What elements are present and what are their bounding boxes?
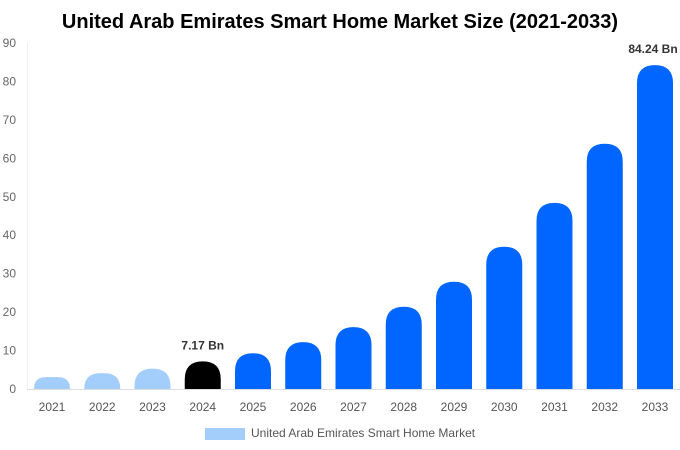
bar-2021[interactable]: [34, 377, 70, 389]
y-tick-label: 20: [3, 305, 17, 319]
x-tick-label: 2021: [39, 400, 66, 414]
bar-2029[interactable]: [436, 281, 472, 389]
x-tick-label: 2032: [591, 400, 618, 414]
x-tick-label: 2025: [240, 400, 267, 414]
bar-2031[interactable]: [536, 202, 573, 389]
x-tick-label: 2033: [642, 400, 669, 414]
x-tick-label: 2027: [340, 400, 367, 414]
y-tick-label: 10: [3, 344, 17, 358]
x-tick-label: 2026: [290, 400, 317, 414]
bar-2032[interactable]: [586, 143, 623, 389]
y-tick-label: 30: [3, 267, 17, 281]
x-tick-label: 2023: [139, 400, 166, 414]
data-label: 7.17 Bn: [181, 338, 224, 352]
x-tick-label: 2030: [491, 400, 518, 414]
legend-label: United Arab Emirates Smart Home Market: [251, 426, 476, 440]
y-tick-label: 60: [3, 151, 17, 165]
y-tick-label: 40: [3, 228, 17, 242]
bar-2027[interactable]: [335, 327, 372, 389]
x-tick-label: 2031: [541, 400, 568, 414]
y-tick-label: 80: [3, 74, 17, 88]
x-tick-label: 2022: [89, 400, 116, 414]
bar-2030[interactable]: [486, 246, 523, 389]
x-tick-label: 2028: [390, 400, 417, 414]
x-tick-label: 2024: [189, 400, 216, 414]
bar-2024[interactable]: [184, 361, 221, 389]
bar-2028[interactable]: [385, 306, 422, 389]
y-tick-label: 90: [3, 36, 17, 50]
y-tick-label: 0: [9, 382, 16, 396]
y-tick-label: 70: [3, 113, 17, 127]
bar-2023[interactable]: [134, 368, 171, 389]
bar-2022[interactable]: [84, 373, 121, 389]
legend[interactable]: United Arab Emirates Smart Home Market: [205, 426, 476, 440]
y-tick-label: 50: [3, 190, 17, 204]
chart-title: United Arab Emirates Smart Home Market S…: [62, 11, 618, 33]
legend-swatch: [205, 428, 245, 440]
bar-2025[interactable]: [235, 353, 271, 389]
bar-2026[interactable]: [285, 342, 322, 389]
data-label: 84.24 Bn: [628, 42, 677, 56]
bar-2033[interactable]: [637, 65, 673, 390]
x-tick-label: 2029: [441, 400, 468, 414]
